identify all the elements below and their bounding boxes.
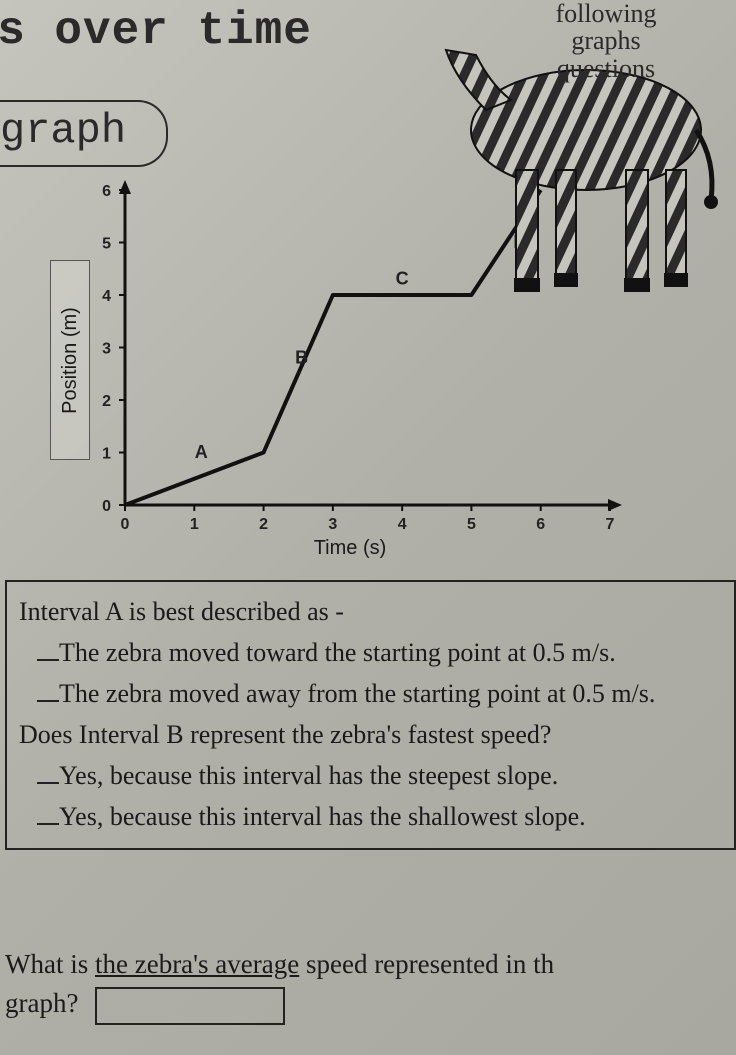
section-label-graph: graph	[0, 100, 168, 167]
svg-text:6: 6	[536, 516, 545, 533]
svg-text:A: A	[195, 442, 208, 462]
y-axis-label-box: Position (m)	[50, 260, 90, 460]
question-2: Does Interval B represent the zebra's fa…	[19, 715, 722, 754]
q3-part-a: What is	[5, 949, 95, 979]
q1-option-1-text: The zebra moved toward the starting poin…	[59, 638, 616, 667]
svg-text:3: 3	[328, 516, 337, 533]
svg-text:0: 0	[102, 498, 111, 515]
svg-text:4: 4	[398, 516, 407, 533]
callout-line: following	[506, 0, 706, 27]
q1-option-2-text: The zebra moved away from the starting p…	[59, 679, 655, 708]
svg-text:4: 4	[102, 288, 111, 305]
y-axis-label: Position (m)	[59, 307, 82, 414]
q3-part-c: speed represented in th	[299, 949, 554, 979]
callout-line: graphs	[506, 27, 706, 54]
svg-text:2: 2	[102, 393, 111, 410]
svg-text:3: 3	[102, 341, 111, 358]
question-1: Interval A is best described as -	[19, 592, 722, 631]
svg-text:6: 6	[102, 183, 111, 200]
svg-text:7: 7	[606, 516, 615, 533]
q3-part-b: the zebra's average	[95, 949, 299, 979]
svg-text:C: C	[396, 269, 409, 289]
svg-text:2: 2	[259, 516, 268, 533]
question-3: What is the zebra's average speed repres…	[5, 945, 736, 1025]
x-axis-label: Time (s)	[70, 537, 630, 560]
svg-text:1: 1	[102, 446, 111, 463]
page-title-partial: els over time	[0, 5, 312, 57]
q1-option-1[interactable]: The zebra moved toward the starting poin…	[19, 633, 722, 672]
callout-bubble: following graphs questions	[506, 0, 706, 82]
questions-box: Interval A is best described as - The ze…	[5, 580, 736, 850]
q1-option-2[interactable]: The zebra moved away from the starting p…	[19, 674, 722, 713]
q2-option-1[interactable]: Yes, because this interval has the steep…	[19, 756, 722, 795]
q2-option-1-text: Yes, because this interval has the steep…	[59, 761, 558, 790]
svg-text:5: 5	[102, 236, 111, 253]
q3-line2: graph?	[5, 988, 78, 1018]
svg-text:0: 0	[121, 516, 130, 533]
callout-line: questions	[506, 55, 706, 82]
answer-input-box[interactable]	[95, 987, 285, 1025]
worksheet-page: els over time following graphs questions…	[0, 0, 736, 1055]
svg-text:B: B	[295, 347, 308, 367]
svg-text:5: 5	[467, 516, 476, 533]
q2-option-2-text: Yes, because this interval has the shall…	[59, 802, 586, 831]
svg-text:1: 1	[190, 516, 199, 533]
q2-option-2[interactable]: Yes, because this interval has the shall…	[19, 797, 722, 836]
